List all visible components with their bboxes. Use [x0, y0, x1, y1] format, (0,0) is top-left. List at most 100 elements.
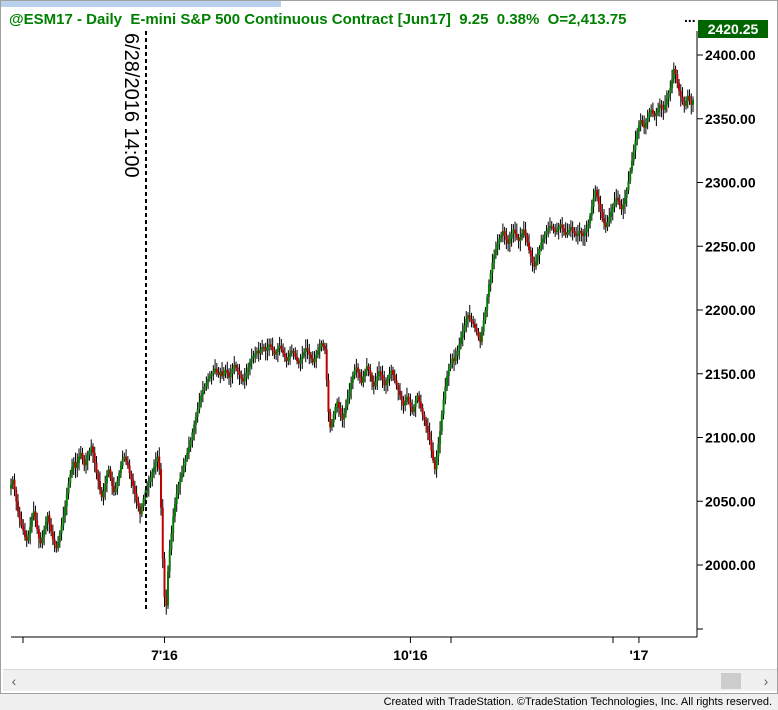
- candle: [161, 499, 164, 569]
- candle-body: [400, 395, 403, 401]
- candle-body: [658, 104, 661, 109]
- candle-body: [100, 489, 103, 498]
- price-chart[interactable]: 2000.00 2050.00 2100.00 2150.00 2200.00 2250.…: [1, 1, 778, 695]
- candle-body: [153, 466, 156, 472]
- candle: [278, 336, 281, 356]
- candle-body: [482, 320, 485, 332]
- candle-body: [644, 122, 647, 128]
- candle-body: [140, 506, 143, 514]
- candle: [292, 348, 295, 360]
- candle: [456, 345, 459, 364]
- candle-body: [196, 409, 199, 418]
- candle: [23, 522, 26, 541]
- candle-body: [613, 201, 616, 207]
- candle-body: [334, 406, 337, 415]
- candle: [215, 363, 218, 377]
- candle-body: [179, 478, 182, 485]
- candle: [266, 338, 269, 361]
- more-menu-button[interactable]: ...: [684, 9, 696, 25]
- candle-body: [97, 473, 100, 481]
- candle: [398, 383, 401, 400]
- candle: [88, 447, 91, 461]
- candle-body: [381, 375, 384, 381]
- candle-body: [90, 446, 93, 451]
- candle-body: [395, 380, 398, 386]
- candle-body: [622, 204, 625, 210]
- candle: [650, 104, 653, 117]
- candle-body: [453, 358, 456, 361]
- candle: [371, 372, 374, 390]
- candle: [205, 376, 208, 391]
- candle-body: [573, 230, 576, 234]
- horizontal-scrollbar[interactable]: ‹ ›: [3, 669, 777, 691]
- candle: [526, 232, 529, 247]
- candle: [685, 96, 688, 110]
- candle: [147, 475, 150, 497]
- candle-body: [229, 373, 232, 378]
- candle: [688, 89, 691, 105]
- candle-body: [435, 456, 438, 470]
- candle-body: [280, 345, 283, 350]
- candle-body: [306, 348, 309, 351]
- candle: [610, 203, 613, 224]
- candle-body: [128, 465, 131, 474]
- candle-body: [407, 396, 410, 402]
- candle: [425, 416, 428, 433]
- candle: [132, 473, 135, 495]
- candle: [500, 231, 503, 243]
- candle-body: [346, 397, 349, 406]
- candle: [386, 374, 389, 392]
- candle-body: [296, 357, 299, 361]
- candle: [283, 347, 286, 363]
- candle: [86, 450, 89, 471]
- candle-body: [339, 408, 342, 415]
- candle-body: [16, 501, 19, 512]
- candle: [592, 188, 595, 214]
- candle: [460, 331, 463, 350]
- candle-body: [207, 378, 210, 383]
- candle: [18, 506, 21, 528]
- candle: [596, 186, 599, 202]
- candle-body: [118, 473, 121, 481]
- candle-body: [625, 190, 628, 198]
- candle-body: [184, 459, 187, 466]
- candle-body: [601, 211, 604, 219]
- candle: [139, 503, 142, 524]
- candle: [100, 487, 103, 502]
- candle: [385, 377, 388, 394]
- candle: [622, 198, 625, 220]
- candle: [93, 446, 96, 473]
- candle: [451, 353, 454, 369]
- candle: [449, 353, 452, 372]
- candle-body: [386, 378, 389, 383]
- candle-body: [30, 516, 33, 527]
- candle: [170, 525, 173, 556]
- candle: [432, 442, 435, 464]
- candle: [496, 234, 499, 256]
- y-tick-label: 2150.00: [705, 366, 756, 382]
- scroll-left-icon[interactable]: ‹: [11, 673, 17, 689]
- candle: [229, 364, 232, 388]
- candle: [313, 351, 316, 368]
- candle: [179, 472, 182, 495]
- candle-body: [439, 431, 442, 444]
- candle: [442, 391, 445, 420]
- scrollbar-thumb[interactable]: [721, 673, 741, 689]
- scroll-right-icon[interactable]: ›: [763, 673, 769, 689]
- candle: [487, 279, 490, 304]
- candle-body: [156, 456, 159, 462]
- candle: [461, 322, 464, 347]
- candle: [540, 234, 543, 252]
- candle-body: [219, 371, 222, 376]
- candle-body: [604, 223, 607, 228]
- candle: [601, 203, 604, 222]
- candle: [114, 482, 117, 496]
- candle: [594, 185, 597, 202]
- candle-body: [522, 229, 525, 234]
- copyright-footer: Created with TradeStation. ©TradeStation…: [0, 694, 778, 710]
- candle-body: [419, 401, 422, 409]
- candle: [357, 363, 360, 381]
- candle-body: [64, 506, 67, 517]
- candle: [16, 494, 19, 518]
- candle: [76, 453, 79, 478]
